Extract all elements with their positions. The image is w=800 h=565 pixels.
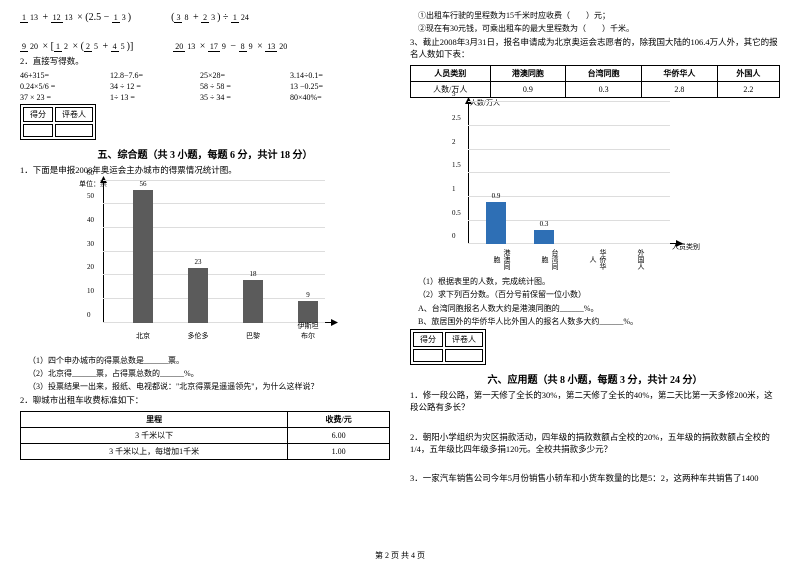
calc: 46+315= [20, 71, 90, 80]
td: 人数/万人 [411, 82, 491, 98]
q5-1-c: （3）投票结果一出来，报纸、电视都说："北京得票是遥遥领先"，为什么这样说？ [20, 381, 390, 392]
calc: 37 × 23 = [20, 93, 90, 102]
q5-2: 2．聊城市出租车收费标准如下： [20, 395, 390, 407]
q5-1-a: （1）四个申办城市的得票总数是______票。 [20, 355, 390, 366]
q5-3-c: A、台湾同胞报名人数大约是港澳同胞的______%。 [410, 303, 780, 314]
q6-3: 3．一家汽车销售公司今年5月份销售小轿车和小货车数量的比是5：2，这两种车共销售… [410, 473, 780, 485]
calc: 35 ÷ 34 = [200, 93, 270, 102]
q5-1: 1．下面是申报2008年奥运会主办城市的得票情况统计图。 [20, 165, 390, 177]
td: 0.9 [490, 82, 566, 98]
calc: 12.8−7.6= [110, 71, 180, 80]
right-column: ①出租车行驶的里程数为15千米时应收费（ ）元； ②现在有30元钱，可乘出租车的… [410, 8, 780, 488]
fare-table: 里程收费/元 3 千米以下6.00 3 千米以上，每增加1千米1.00 [20, 411, 390, 460]
q5-3-b: （2）求下列百分数。（百分号前保留一位小数） [410, 289, 780, 300]
expr: (38 + 23) ÷ 124 [171, 12, 251, 23]
td: 2.8 [641, 82, 717, 98]
expr: 2013 × 179 − 89 × 1320 [173, 41, 289, 52]
page-footer: 第 2 页 共 4 页 [0, 550, 800, 561]
score-label: 得分 [413, 332, 443, 347]
score-box: 得分评卷人 [20, 104, 96, 140]
volunteer-chart: 人数/万人 人员类别 00.511.522.530.9港澳同胞0.3台湾同胞华侨… [440, 102, 680, 272]
math-expressions-2: 920 × [12 × (25 + 45)] 2013 × 179 − 89 ×… [20, 41, 390, 52]
expr: 113 + 1213 × (2.5 − 13) [20, 12, 131, 23]
th: 里程 [21, 412, 288, 428]
y-label: 人数/万人 [470, 98, 500, 108]
vote-chart: 单位：票 010203040506056北京23多伦多18巴黎9伊斯坦布尔 [75, 181, 335, 351]
calc: 1÷ 13 = [110, 93, 180, 102]
q5-3-a: （1）根据表里的人数，完成统计图。 [410, 276, 780, 287]
th: 台湾同胞 [566, 66, 642, 82]
score-box-6: 得分评卷人 [410, 329, 486, 365]
td: 0.3 [566, 82, 642, 98]
th: 外国人 [717, 66, 779, 82]
calc: 13 −0.25= [290, 82, 360, 91]
q5-3-d: B、旅居国外的华侨华人比外国人的报名人数多大约______%。 [410, 316, 780, 327]
td: 3 千米以上，每增加1千米 [21, 444, 288, 460]
th: 人员类别 [411, 66, 491, 82]
q5-1-b: （2）北京得______票，占得票总数的______%。 [20, 368, 390, 379]
mental-calc: 46+315= 12.8−7.6= 25×28= 3.14÷0.1= 0.24×5/6… [20, 71, 390, 102]
left-column: 113 + 1213 × (2.5 − 13) (38 + 23) ÷ 124 … [20, 8, 390, 488]
section-6-title: 六、应用题（共 8 小题，每题 3 分，共计 24 分） [410, 371, 780, 386]
th: 收费/元 [288, 412, 390, 428]
th: 华侨华人 [641, 66, 717, 82]
td: 2.2 [717, 82, 779, 98]
calc: 0.24×5/6 = [20, 82, 90, 91]
q5-3: 3、截止2008年3月31日，报名申请成为北京奥运会志愿者的，除我国大陆的106… [410, 37, 780, 61]
th: 港澳同胞 [490, 66, 566, 82]
calc: 25×28= [200, 71, 270, 80]
calc: 3.14÷0.1= [290, 71, 360, 80]
grader-label: 评卷人 [55, 107, 93, 122]
td: 3 千米以下 [21, 428, 288, 444]
q6-2: 2．朝阳小学组织为灾区捐款活动，四年级的捐款数额占全校的20%，五年级的捐款数额… [410, 432, 780, 456]
fare-q1: ①出租车行驶的里程数为15千米时应收费（ ）元； [410, 10, 780, 21]
section-5-title: 五、综合题（共 3 小题，每题 6 分，共计 18 分） [20, 146, 390, 161]
td: 1.00 [288, 444, 390, 460]
expr: 920 × [12 × (25 + 45)] [20, 41, 133, 52]
td: 6.00 [288, 428, 390, 444]
mental-title: 2．直接写得数。 [20, 56, 390, 68]
fare-q2: ②现在有30元钱，可乘出租车的最大里程数为（ ）千米。 [410, 23, 780, 34]
x-axis-label: 人员类别 [672, 242, 700, 252]
q6-1: 1．修一段公路，第一天修了全长的30%，第二天修了全长的40%，第二天比第一天多… [410, 390, 780, 414]
calc: 80×40%= [290, 93, 360, 102]
score-label: 得分 [23, 107, 53, 122]
calc: 34 ÷ 12 = [110, 82, 180, 91]
grader-label: 评卷人 [445, 332, 483, 347]
math-expressions-1: 113 + 1213 × (2.5 − 13) (38 + 23) ÷ 124 [20, 12, 390, 23]
volunteer-table: 人员类别港澳同胞台湾同胞华侨华人外国人 人数/万人0.90.32.82.2 [410, 65, 780, 98]
calc: 58 ÷ 58 = [200, 82, 270, 91]
